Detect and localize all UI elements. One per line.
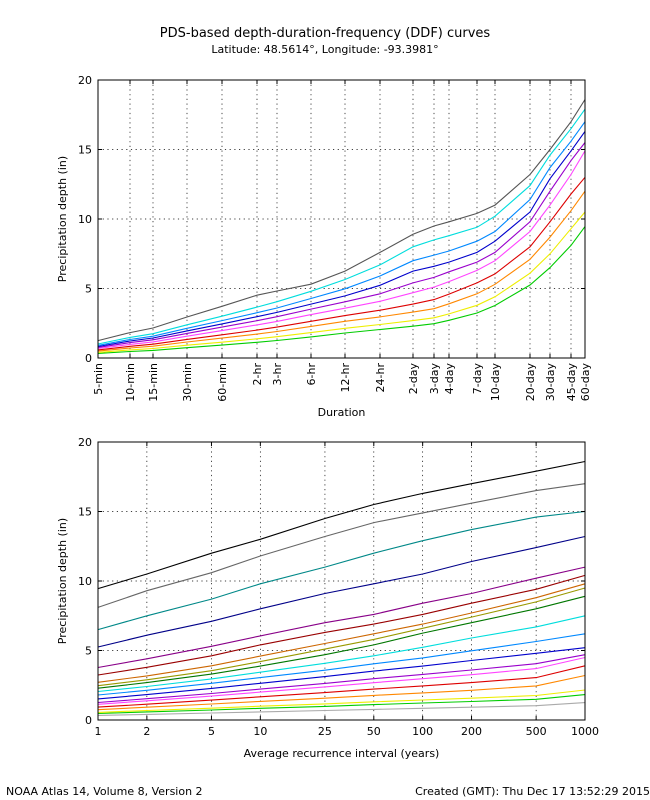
y-tick-label: 10 — [78, 575, 92, 588]
series-line-14 — [97, 574, 586, 676]
series-line-13 — [97, 583, 586, 683]
x-tick-label: 4-day — [443, 363, 456, 395]
series-line-6 — [97, 142, 586, 348]
series-line-7 — [97, 131, 586, 348]
series-line-17 — [97, 510, 586, 631]
x-tick-label: 10-day — [489, 363, 502, 402]
series-line-1 — [97, 702, 586, 716]
series-line-7 — [97, 654, 586, 704]
x-tick-label: 2-day — [407, 363, 420, 395]
figure-subtitle: Latitude: 48.5614°, Longitude: -93.3981° — [211, 43, 438, 56]
y-tick-label: 15 — [78, 144, 92, 157]
series-line-5 — [97, 150, 586, 350]
footer-created: Created (GMT): Thu Dec 17 13:52:29 2015 — [415, 785, 650, 798]
series-line-8 — [97, 647, 586, 700]
series-line-15 — [97, 566, 586, 669]
x-axis-label: Average recurrence interval (years) — [244, 747, 440, 760]
series-line-8 — [97, 121, 586, 346]
series-line-5 — [97, 665, 586, 708]
x-tick-label: 12-hr — [339, 363, 352, 393]
x-tick-label: 6-hr — [305, 363, 318, 386]
x-tick-label: 2-hr — [251, 363, 264, 386]
series-line-16 — [97, 535, 586, 648]
series-line-19 — [97, 460, 586, 590]
y-axis-label: Precipitation depth (in) — [56, 518, 69, 644]
series-line-9 — [97, 108, 586, 345]
x-tick-label: 25 — [318, 725, 332, 738]
series-line-2 — [97, 211, 586, 353]
x-tick-label: 1 — [95, 725, 102, 738]
x-tick-label: 30-day — [544, 363, 557, 402]
x-tick-label: 15-min — [147, 363, 160, 402]
series-line-10 — [97, 99, 586, 342]
x-tick-label: 50 — [367, 725, 381, 738]
y-tick-label: 15 — [78, 506, 92, 519]
x-tick-label: 60-min — [216, 363, 229, 402]
footer-source: NOAA Atlas 14, Volume 8, Version 2 — [6, 785, 203, 798]
series-line-18 — [97, 483, 586, 608]
x-tick-label: 200 — [461, 725, 482, 738]
series-line-9 — [97, 633, 586, 696]
series-line-11 — [97, 595, 586, 689]
x-tick-label: 2 — [143, 725, 150, 738]
series-line-3 — [97, 689, 586, 713]
x-tick-label: 3-hr — [271, 363, 284, 386]
series-line-3 — [97, 190, 586, 352]
x-tick-label: 10-min — [124, 363, 137, 402]
duration-chart: 0 5 10 15 20 5-min 10-min 15-min 30-min 60-min 2-h… — [56, 74, 592, 419]
x-tick-label: 5 — [208, 725, 215, 738]
x-axis-label: Duration — [318, 406, 366, 419]
x-tick-label: 10 — [253, 725, 267, 738]
y-tick-label: 0 — [85, 352, 92, 365]
series-line-4 — [97, 674, 586, 711]
series-line-2 — [97, 694, 586, 715]
y-tick-label: 5 — [85, 283, 92, 296]
x-tick-label: 5-min — [92, 363, 105, 395]
y-tick-label: 5 — [85, 645, 92, 658]
y-tick-label: 20 — [78, 74, 92, 87]
series-line-12 — [97, 587, 586, 687]
series-line-10 — [97, 615, 586, 693]
x-tick-label: 100 — [412, 725, 433, 738]
y-tick-label: 0 — [85, 714, 92, 727]
series-line-1 — [97, 226, 586, 354]
x-tick-label: 45-day — [565, 363, 578, 402]
x-tick-label: 24-hr — [374, 363, 387, 393]
series-line-4 — [97, 176, 586, 351]
x-tick-label: 500 — [526, 725, 547, 738]
x-tick-label: 1000 — [571, 725, 599, 738]
x-tick-label: 3-day — [428, 363, 441, 395]
x-tick-label: 20-day — [524, 363, 537, 402]
x-tick-label: 30-min — [181, 363, 194, 402]
series-line-6 — [97, 656, 586, 705]
y-axis-label: Precipitation depth (in) — [56, 156, 69, 282]
x-tick-label: 60-day — [579, 363, 592, 402]
y-tick-label: 20 — [78, 436, 92, 449]
y-tick-label: 10 — [78, 213, 92, 226]
x-tick-label: 7-day — [471, 363, 484, 395]
figure-title: PDS-based depth-duration-frequency (DDF)… — [160, 26, 491, 41]
